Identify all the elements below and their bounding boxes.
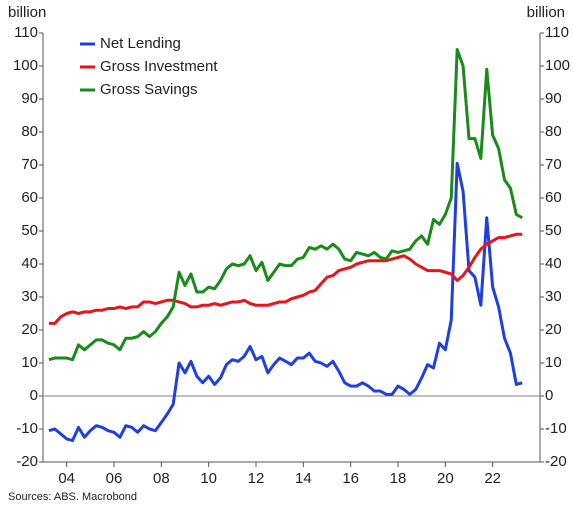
series-line (48, 161, 523, 443)
y2-axis-label: billion (527, 4, 565, 21)
y-tick-label: 90 (21, 90, 38, 107)
x-tick-label: 12 (248, 470, 265, 487)
series-line (48, 48, 523, 362)
legend-label: Net Lending (100, 35, 181, 52)
legend-label: Gross Investment (100, 58, 218, 75)
y2-tick-label: 60 (545, 189, 562, 206)
y2-tick-label: 80 (545, 123, 562, 140)
y-tick-label: 30 (21, 288, 38, 305)
y-tick-label: 0 (30, 387, 38, 404)
legend-label: Gross Savings (100, 81, 198, 98)
y-tick-label: 10 (21, 354, 38, 371)
x-tick-label: 04 (58, 470, 75, 487)
y2-tick-label: 10 (545, 354, 562, 371)
y2-tick-label: -10 (545, 420, 567, 437)
y-tick-label: 100 (13, 57, 38, 74)
y2-tick-label: 40 (545, 255, 562, 272)
y-tick-label: 20 (21, 321, 38, 338)
y-tick-label: 60 (21, 189, 38, 206)
x-tick-label: 14 (295, 470, 312, 487)
y2-tick-label: 110 (545, 24, 569, 41)
y-tick-label: -10 (16, 420, 38, 437)
y2-tick-label: 70 (545, 156, 562, 173)
y2-tick-label: 90 (545, 90, 562, 107)
y2-tick-label: 20 (545, 321, 562, 338)
y2-tick-label: 100 (545, 57, 570, 74)
x-tick-label: 22 (484, 470, 501, 487)
y-tick-label: 80 (21, 123, 38, 140)
y-tick-label: 110 (14, 24, 38, 41)
y-tick-label: 40 (21, 255, 38, 272)
y-tick-label: 70 (21, 156, 38, 173)
series-line (48, 232, 523, 325)
y2-tick-label: 0 (545, 387, 553, 404)
y-tick-label: -20 (16, 453, 38, 470)
x-tick-label: 08 (153, 470, 170, 487)
y2-tick-label: 50 (545, 222, 562, 239)
y-axis-label: billion (8, 4, 46, 21)
x-tick-label: 16 (342, 470, 359, 487)
x-tick-label: 20 (437, 470, 454, 487)
y2-tick-label: 30 (545, 288, 562, 305)
y2-tick-label: -20 (545, 453, 567, 470)
source: Sources: ABS. Macrobond (8, 491, 137, 503)
x-tick-label: 10 (200, 470, 217, 487)
x-tick-label: 06 (106, 470, 123, 487)
x-tick-label: 18 (390, 470, 407, 487)
y-tick-label: 50 (21, 222, 38, 239)
